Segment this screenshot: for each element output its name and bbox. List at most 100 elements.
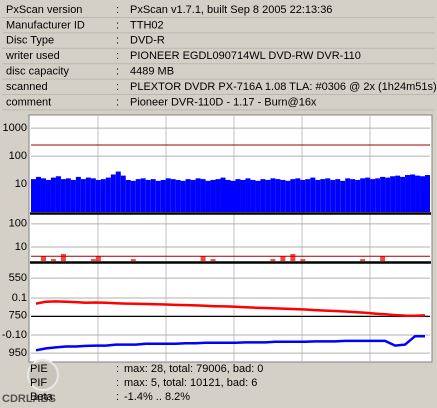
- bar: [325, 178, 331, 212]
- summary-value: max: 28, total: 79006, bad: 0: [124, 363, 263, 375]
- bar: [40, 256, 46, 261]
- info-value: Pioneer DVR-110D - 1.17 - Burn@16x: [130, 96, 317, 108]
- bar: [150, 179, 156, 212]
- bar: [300, 259, 306, 261]
- bar: [355, 179, 361, 212]
- bar: [265, 179, 271, 212]
- y-tick-label: 10: [15, 178, 27, 190]
- bar: [40, 178, 46, 212]
- bar: [310, 177, 316, 212]
- info-value: PIONEER EGDL090714WL DVD-RW DVR-110: [130, 50, 361, 62]
- bar: [210, 259, 216, 261]
- info-separator: :: [116, 19, 119, 31]
- bar: [180, 180, 186, 212]
- info-separator: :: [116, 50, 119, 62]
- bar: [425, 175, 430, 212]
- bar: [305, 179, 311, 212]
- summary-separator: :: [116, 391, 119, 403]
- disc-logo: [27, 359, 59, 391]
- info-value: TTH02: [130, 19, 164, 31]
- bar: [290, 254, 296, 261]
- summary-value: -1.4% .. 8.2%: [124, 391, 190, 403]
- bar: [275, 179, 281, 212]
- y-tick-label: 100: [9, 218, 27, 230]
- bar: [155, 180, 161, 212]
- info-label: writer used: [5, 50, 60, 62]
- bar: [120, 175, 126, 212]
- bar: [295, 178, 301, 212]
- bar: [280, 256, 286, 261]
- bar: [280, 179, 286, 212]
- bar: [235, 179, 241, 212]
- bar: [110, 174, 116, 212]
- summary-label: PIF: [30, 377, 47, 389]
- info-label: comment: [6, 96, 51, 108]
- bar: [330, 179, 336, 212]
- bar: [230, 180, 236, 212]
- bar: [215, 179, 221, 212]
- bar: [335, 179, 341, 212]
- y-tick-label: -0.10: [2, 329, 27, 341]
- bar: [285, 180, 291, 212]
- bar: [55, 176, 61, 212]
- bar: [220, 177, 226, 212]
- bar: [390, 176, 396, 212]
- info-label: Disc Type: [6, 35, 54, 47]
- bar: [195, 178, 201, 212]
- bar: [100, 179, 106, 212]
- bar: [175, 179, 181, 212]
- info-separator: :: [116, 81, 119, 93]
- bar: [250, 179, 256, 212]
- bar: [35, 176, 41, 212]
- bar: [130, 180, 136, 212]
- watermark: CDRLABS: [2, 393, 56, 405]
- bar: [240, 179, 246, 212]
- bar: [135, 179, 141, 212]
- bar: [75, 176, 81, 212]
- bar: [50, 259, 56, 261]
- bar: [405, 175, 411, 212]
- bar: [350, 179, 356, 212]
- bar: [65, 178, 71, 212]
- bar: [140, 178, 146, 212]
- bar: [375, 178, 381, 212]
- bar: [315, 179, 321, 212]
- bar: [380, 176, 386, 212]
- graph-box: [28, 114, 433, 363]
- info-separator: :: [116, 66, 119, 78]
- bar: [345, 178, 351, 212]
- bar: [290, 179, 296, 212]
- bar: [360, 259, 366, 261]
- bar: [85, 177, 91, 212]
- bar: [125, 179, 131, 212]
- bar: [200, 256, 206, 261]
- series-line: [35, 334, 425, 352]
- bar: [320, 179, 326, 212]
- info-value: DVD-R: [130, 35, 165, 47]
- bar: [190, 179, 196, 212]
- y-tick-label: 100: [9, 150, 27, 162]
- summary-separator: :: [116, 363, 119, 375]
- bar: [145, 179, 151, 212]
- info-value: PxScan v1.7.1, built Sep 8 2005 22:13:36: [130, 4, 332, 16]
- summary-value: max: 5, total: 10121, bad: 6: [124, 377, 257, 389]
- info-label: scanned: [6, 81, 48, 93]
- series-line: [35, 300, 426, 318]
- bar: [90, 259, 96, 261]
- info-label: disc capacity: [6, 66, 69, 78]
- bar: [70, 179, 76, 212]
- bar: [60, 254, 66, 261]
- bar: [270, 259, 276, 261]
- summary-label: PIE: [30, 363, 48, 375]
- bar: [115, 171, 121, 212]
- bar: [45, 179, 51, 212]
- info-label: PxScan version: [6, 4, 82, 16]
- bar: [165, 178, 171, 212]
- y-tick-label: 550: [9, 272, 27, 284]
- bar: [105, 177, 111, 212]
- bar: [60, 179, 66, 212]
- bar: [225, 179, 231, 212]
- bar: [210, 179, 216, 212]
